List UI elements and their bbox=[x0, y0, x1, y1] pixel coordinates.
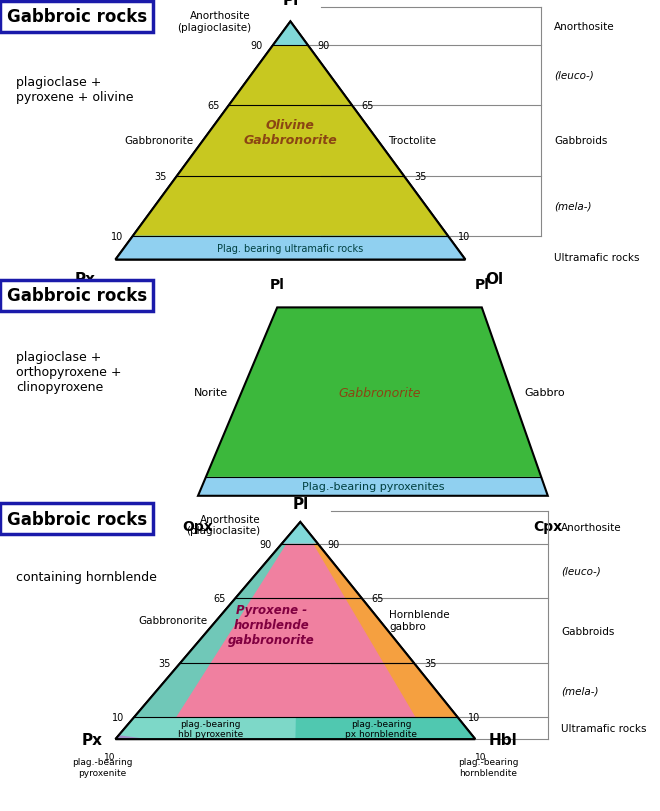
Polygon shape bbox=[296, 718, 475, 739]
Text: Pl: Pl bbox=[292, 496, 308, 511]
Text: Gabbroic rocks: Gabbroic rocks bbox=[7, 287, 147, 305]
Text: Pl: Pl bbox=[270, 277, 284, 292]
Polygon shape bbox=[133, 46, 447, 237]
Text: plag.-bearing
hornblendite: plag.-bearing hornblendite bbox=[458, 757, 519, 777]
Text: Pl: Pl bbox=[282, 0, 298, 8]
Text: Pyroxene -
hornblende
gabbronorite: Pyroxene - hornblende gabbronorite bbox=[228, 603, 315, 646]
Text: (mela-): (mela-) bbox=[554, 202, 592, 212]
Text: Ultramafic rocks: Ultramafic rocks bbox=[554, 253, 640, 263]
Text: Gabbronorite: Gabbronorite bbox=[338, 386, 421, 399]
Polygon shape bbox=[115, 736, 148, 739]
Polygon shape bbox=[313, 544, 458, 718]
Text: Gabbroic rocks: Gabbroic rocks bbox=[7, 8, 147, 27]
Text: Olivine
Gabbronorite: Olivine Gabbronorite bbox=[244, 119, 337, 147]
Text: Anorthosite: Anorthosite bbox=[554, 22, 615, 32]
Text: plag.-bearing
px hornblendite: plag.-bearing px hornblendite bbox=[345, 719, 417, 738]
Text: (leuco-): (leuco-) bbox=[554, 71, 594, 81]
Text: Gabbroids: Gabbroids bbox=[554, 136, 608, 146]
Polygon shape bbox=[282, 522, 318, 544]
Text: (mela-): (mela-) bbox=[561, 685, 599, 695]
Text: Plag. bearing ultramafic rocks: Plag. bearing ultramafic rocks bbox=[217, 243, 364, 253]
Text: 35: 35 bbox=[424, 659, 436, 668]
Polygon shape bbox=[115, 237, 465, 260]
Text: plag.-bearing
pyroxenite: plag.-bearing pyroxenite bbox=[72, 757, 133, 777]
Text: 90: 90 bbox=[259, 539, 272, 549]
Polygon shape bbox=[273, 23, 308, 46]
Text: Anorthosite: Anorthosite bbox=[561, 522, 622, 533]
Text: Hornblende
gabbro: Hornblende gabbro bbox=[389, 609, 449, 631]
Text: Hbl: Hbl bbox=[488, 732, 517, 747]
Text: plag.-bearing
hbl pyroxenite: plag.-bearing hbl pyroxenite bbox=[178, 719, 243, 738]
Text: Gabbro: Gabbro bbox=[525, 388, 566, 397]
Text: 10: 10 bbox=[104, 752, 116, 761]
Text: Anorthosite
(plagioclasite): Anorthosite (plagioclasite) bbox=[177, 11, 251, 32]
Text: Gabbronorite: Gabbronorite bbox=[124, 136, 193, 146]
Text: 65: 65 bbox=[372, 594, 383, 603]
Text: 90: 90 bbox=[251, 41, 263, 51]
Text: 65: 65 bbox=[207, 101, 219, 110]
Polygon shape bbox=[115, 23, 465, 260]
Polygon shape bbox=[198, 478, 548, 496]
Text: Ultramafic rocks: Ultramafic rocks bbox=[561, 723, 647, 733]
Text: 10: 10 bbox=[467, 713, 480, 723]
Text: containing hornblende: containing hornblende bbox=[16, 571, 157, 584]
Text: 10: 10 bbox=[458, 231, 470, 242]
Text: Ol: Ol bbox=[485, 272, 503, 286]
Text: Gabbroic rocks: Gabbroic rocks bbox=[7, 510, 147, 528]
Polygon shape bbox=[115, 718, 296, 739]
Text: Anorthosite
(plagioclasite): Anorthosite (plagioclasite) bbox=[187, 514, 261, 535]
Text: 10: 10 bbox=[112, 713, 124, 723]
Text: Px: Px bbox=[75, 272, 96, 286]
Text: Gabbroids: Gabbroids bbox=[561, 626, 614, 636]
Text: 10: 10 bbox=[475, 752, 486, 761]
Text: Gabbronorite: Gabbronorite bbox=[138, 615, 207, 625]
Text: (leuco-): (leuco-) bbox=[561, 566, 601, 576]
Text: 35: 35 bbox=[154, 172, 167, 182]
Text: Px: Px bbox=[81, 732, 102, 747]
Text: plagioclase +
orthopyroxene +
clinopyroxene: plagioclase + orthopyroxene + clinopyrox… bbox=[16, 350, 122, 393]
Text: Plag.-bearing pyroxenites: Plag.-bearing pyroxenites bbox=[302, 482, 444, 491]
Polygon shape bbox=[115, 522, 475, 739]
Text: Norite: Norite bbox=[194, 388, 228, 397]
Text: 90: 90 bbox=[328, 539, 340, 549]
Text: 65: 65 bbox=[362, 101, 374, 110]
Text: 90: 90 bbox=[318, 41, 330, 51]
Text: Pl: Pl bbox=[475, 277, 489, 292]
Text: plagioclase +
pyroxene + olivine: plagioclase + pyroxene + olivine bbox=[16, 75, 134, 104]
Text: 35: 35 bbox=[414, 172, 426, 182]
Text: 65: 65 bbox=[213, 594, 226, 603]
Polygon shape bbox=[134, 544, 286, 718]
Text: Troctolite: Troctolite bbox=[388, 136, 436, 146]
Text: 35: 35 bbox=[158, 659, 170, 668]
Text: 10: 10 bbox=[111, 231, 123, 242]
Polygon shape bbox=[134, 544, 458, 718]
Polygon shape bbox=[206, 308, 541, 478]
Text: Cpx: Cpx bbox=[533, 520, 562, 534]
Text: Opx: Opx bbox=[183, 520, 213, 534]
